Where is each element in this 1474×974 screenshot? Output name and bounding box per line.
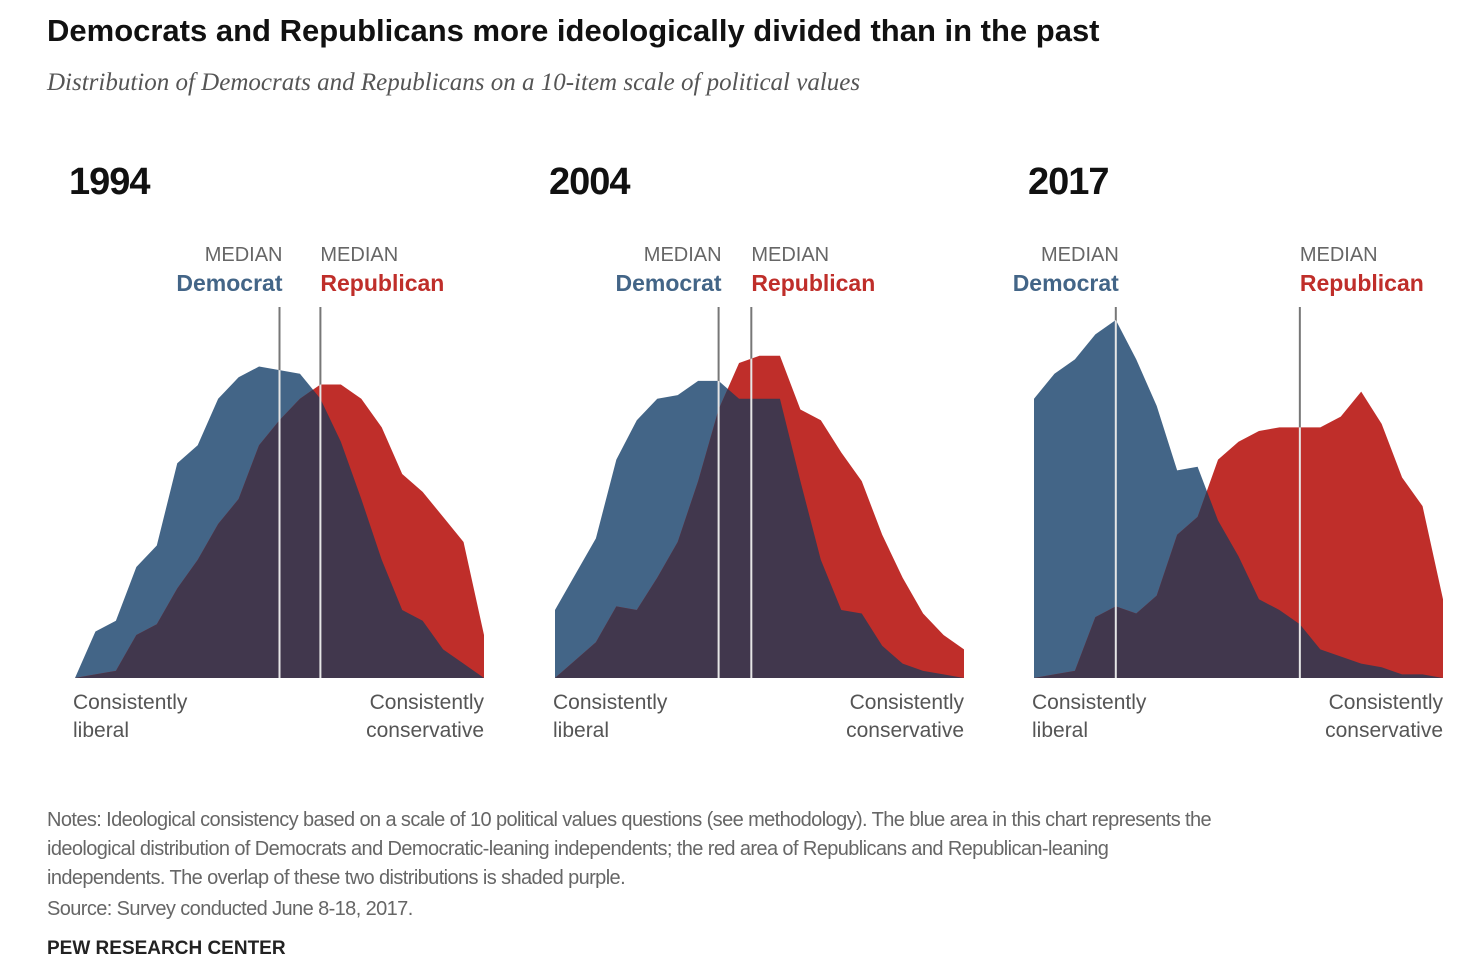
median-label: MEDIAN bbox=[205, 244, 283, 266]
median-label: MEDIAN bbox=[644, 244, 722, 266]
area bbox=[1034, 391, 1443, 678]
x-axis-label: liberal bbox=[73, 719, 129, 742]
x-axis-label: liberal bbox=[1032, 719, 1088, 742]
legend-label: Democrat bbox=[176, 270, 282, 296]
median-label: MEDIAN bbox=[1041, 244, 1119, 266]
x-axis-label: Consistently bbox=[73, 691, 188, 714]
overlap-area bbox=[1034, 491, 1443, 678]
x-axis-label: Consistently bbox=[370, 691, 485, 714]
legend-label: Republican bbox=[1300, 270, 1424, 296]
panel-title: 2004 bbox=[549, 161, 630, 203]
median-label: MEDIAN bbox=[1300, 244, 1378, 266]
x-axis-label: Consistently bbox=[1329, 691, 1444, 714]
source: Source: Survey conducted June 8-18, 2017… bbox=[47, 898, 413, 920]
area bbox=[1034, 320, 1443, 678]
x-axis-label: Consistently bbox=[1032, 691, 1147, 714]
legend-label: Republican bbox=[751, 270, 875, 296]
x-axis-label: Consistently bbox=[850, 691, 965, 714]
legend-label: Republican bbox=[320, 270, 444, 296]
chart-subtitle: Distribution of Democrats and Republican… bbox=[46, 69, 860, 96]
median-label: MEDIAN bbox=[320, 244, 398, 266]
legend-label: Democrat bbox=[615, 270, 721, 296]
x-axis-label: conservative bbox=[846, 719, 964, 742]
panel-title: 1994 bbox=[69, 161, 150, 203]
note-line: ideological distribution of Democrats an… bbox=[47, 838, 1108, 860]
overlap-area bbox=[555, 388, 964, 678]
x-axis-label: Consistently bbox=[553, 691, 668, 714]
note-line: independents. The overlap of these two d… bbox=[47, 867, 625, 889]
panel-title: 2017 bbox=[1028, 161, 1109, 203]
chart-title: Democrats and Republicans more ideologic… bbox=[47, 13, 1100, 48]
footer: PEW RESEARCH CENTER bbox=[47, 938, 286, 959]
x-axis-label: conservative bbox=[366, 719, 484, 742]
x-axis-label: conservative bbox=[1325, 719, 1443, 742]
legend-label: Democrat bbox=[1013, 270, 1119, 296]
note-line: Notes: Ideological consistency based on … bbox=[47, 809, 1212, 831]
x-axis-label: liberal bbox=[553, 719, 609, 742]
median-label: MEDIAN bbox=[751, 244, 829, 266]
